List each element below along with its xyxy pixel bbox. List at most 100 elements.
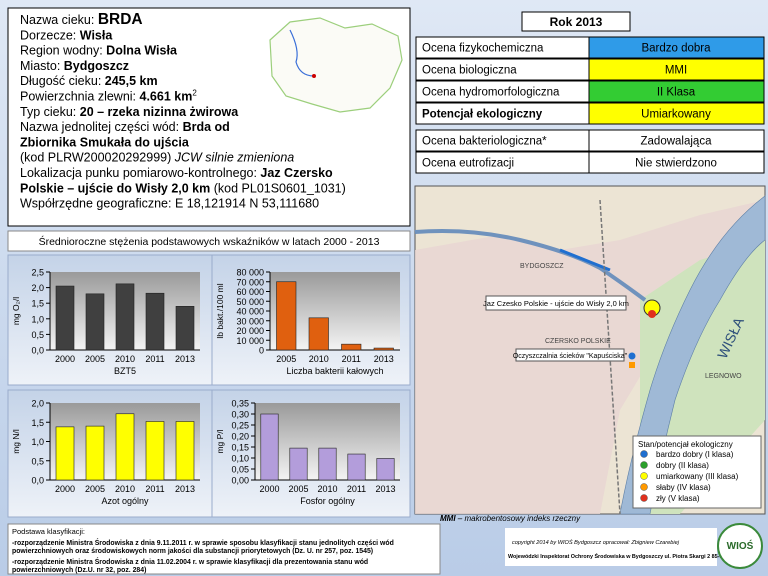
- info-text: Powierzchnia zlewni:: [20, 90, 140, 104]
- status-value: Nie stwierdzono: [635, 158, 717, 170]
- legend-label: słaby (IV klasa): [656, 483, 711, 492]
- y-tick-label: 0,5: [31, 330, 44, 340]
- info-text: Typ cieku:: [20, 105, 80, 119]
- note-abbr: MMI: [440, 514, 456, 523]
- info-line: Długość cieku: 245,5 km: [20, 74, 158, 88]
- place-label: LEGNOWO: [705, 373, 742, 380]
- y-tick-label: 2,0: [31, 399, 44, 409]
- legend-marker: [640, 494, 648, 502]
- bar: [85, 293, 105, 351]
- info-text: Dorzecze:: [20, 28, 80, 42]
- copyright: copyright 2014 by WIOŚ Bydgoszcz opracow…: [512, 539, 680, 546]
- info-text: Bydgoszcz: [64, 59, 129, 73]
- y-tick-label: 2,5: [31, 268, 44, 278]
- status-value-cell: [588, 102, 765, 125]
- logo: [717, 523, 763, 569]
- info-text: Zbiornika Smukała do ujścia: [20, 135, 190, 149]
- y-tick-label: 1,5: [31, 418, 44, 428]
- info-line: (kod PLRW200020292999) JCW silnie zmieni…: [20, 151, 294, 165]
- status-label: Ocena hydromorfologiczna: [422, 87, 560, 99]
- bar: [373, 347, 394, 351]
- x-tick-label: 2005: [85, 354, 105, 364]
- status-value: MMI: [665, 65, 687, 77]
- status-value: Zadowalająca: [641, 136, 713, 148]
- info-text: Nazwa cieku:: [20, 13, 98, 27]
- info-line: Region wodny: Dolna Wisła: [20, 44, 178, 58]
- plant-label: Oczyszczalnia ścieków "Kapuściska": [513, 353, 628, 360]
- credits-box: [505, 528, 717, 566]
- x-tick-label: 2005: [276, 354, 296, 364]
- y-tick-label: 0,35: [231, 399, 249, 409]
- legend-label: bardzo dobry (I klasa): [656, 450, 734, 459]
- x-axis-label: Fosfor ogólny: [300, 496, 355, 506]
- info-line: Nazwa jednolitej części wód: Brda od: [20, 120, 230, 134]
- bar: [145, 421, 165, 481]
- info-text: BRDA: [98, 11, 143, 28]
- charts-title-box: [7, 230, 411, 252]
- info-line: Powierzchnia zlewni: 4.661 km2: [20, 89, 197, 104]
- x-tick-label: 2010: [115, 354, 135, 364]
- bar: [55, 426, 75, 481]
- year-label: Rok 2013: [550, 15, 603, 29]
- info-text: Wisła: [80, 28, 114, 42]
- y-tick-label: 70 000: [236, 277, 264, 287]
- x-tick-label: 2013: [175, 354, 195, 364]
- inset-map: [269, 17, 403, 113]
- status-value-cell: [588, 58, 765, 81]
- x-tick-label: 2000: [259, 484, 279, 494]
- legend-marker: [640, 472, 648, 480]
- institution: Wojewódzki Inspektorat Ochrony Środowisk…: [508, 553, 758, 560]
- x-tick-label: 2000: [55, 484, 75, 494]
- charts-title: Średnioroczne stężenia podstawowych wska…: [39, 235, 380, 248]
- y-tick-label: 0: [259, 346, 264, 356]
- info-text: 20 – rzeka nizinna żwirowa: [80, 105, 239, 119]
- legend-label: dobry (II klasa): [656, 461, 709, 470]
- logo-text: WIOŚ: [727, 539, 754, 552]
- y-tick-label: 0,00: [231, 476, 249, 486]
- y-tick-label: 1,0: [31, 437, 44, 447]
- info-text: Polskie – ujście do Wisły 2,0 km: [20, 181, 210, 195]
- status-value-cell: [588, 36, 765, 59]
- x-tick-label: 2011: [342, 354, 361, 364]
- x-axis-label: Liczba bakterii kałowych: [286, 366, 383, 376]
- x-tick-label: 2010: [317, 484, 337, 494]
- x-tick-label: 2011: [145, 354, 164, 364]
- bar: [347, 453, 366, 481]
- x-tick-label: 2000: [55, 354, 75, 364]
- footer-line: -rozporządzenie Ministra Środowiska z dn…: [12, 538, 394, 547]
- bar: [145, 292, 165, 351]
- y-tick-label: 0,5: [31, 456, 44, 466]
- footer-line: powierzchniowych oraz środowiskowych nor…: [12, 548, 373, 555]
- y-tick-label: 60 000: [236, 287, 264, 297]
- info-line: Zbiornika Smukała do ujścia: [20, 135, 190, 149]
- station-label: Jaz Czesko Polskie - ujście do Wisły 2,0…: [483, 299, 629, 308]
- y-axis-label: mg O₂/l: [11, 297, 21, 325]
- y-tick-label: 50 000: [236, 297, 264, 307]
- legend-marker: [640, 483, 648, 491]
- status-value-cell: [588, 151, 765, 174]
- info-text: Dolna Wisła: [106, 44, 178, 58]
- bar: [260, 413, 279, 481]
- x-axis-label: BZT5: [114, 366, 136, 376]
- status-value: Bardzo dobra: [641, 43, 711, 55]
- x-tick-label: 2005: [85, 484, 105, 494]
- y-axis-label: lb bakt./100 ml: [215, 283, 225, 338]
- y-tick-label: 0,05: [231, 465, 249, 475]
- info-line: Lokalizacja punku pomiarowo-kontrolnego:…: [20, 166, 333, 180]
- y-axis-label: mg N/l: [11, 429, 21, 454]
- legend-title: Stan/potencjał ekologiczny: [638, 440, 733, 449]
- y-tick-label: 0,0: [31, 346, 44, 356]
- info-text: Nazwa jednolitej części wód:: [20, 120, 183, 134]
- info-text: Długość cieku:: [20, 74, 105, 88]
- x-tick-label: 2011: [347, 484, 366, 494]
- x-tick-label: 2013: [374, 354, 394, 364]
- status-value-cell: [588, 129, 765, 152]
- year-box: [521, 11, 631, 32]
- footer-line: powierzchniowych (Dz.U. nr 32, poz. 284): [12, 567, 146, 574]
- status-label: Ocena bakteriologiczna*: [422, 136, 547, 148]
- y-tick-label: 0,15: [231, 443, 249, 453]
- footer-title: Podstawa klasyfikacji:: [12, 527, 85, 536]
- status-label: Ocena eutrofizacji: [422, 158, 514, 170]
- place-label: BYDGOSZCZ: [520, 263, 564, 270]
- x-tick-label: 2013: [375, 484, 395, 494]
